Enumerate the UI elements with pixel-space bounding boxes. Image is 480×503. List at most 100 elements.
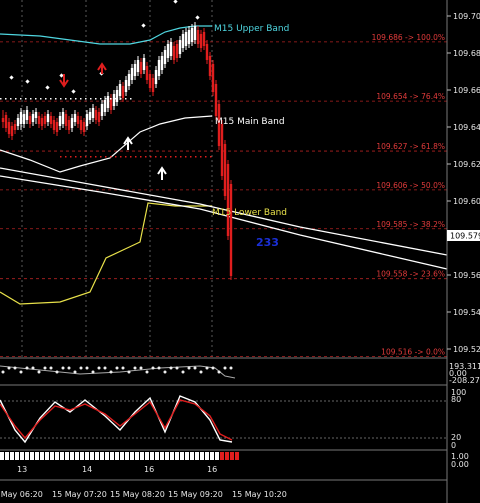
- dot-marker: [35, 98, 37, 100]
- session-cell: [130, 452, 134, 460]
- candlesticks: [1, 22, 233, 280]
- dot-marker: [90, 156, 92, 158]
- candle-body: [127, 74, 131, 86]
- fib-label: 109.558 -> 23.6%: [376, 270, 445, 279]
- dot-marker: [125, 156, 127, 158]
- session-cell-active: [235, 452, 239, 460]
- candle-body: [193, 26, 197, 40]
- session-cell: [45, 452, 49, 460]
- candle-body: [130, 68, 134, 80]
- time-label-4: 15 May 09:20: [168, 490, 223, 499]
- session-cell: [0, 452, 4, 460]
- candle-body: [106, 96, 110, 108]
- osc1-dot: [187, 366, 191, 370]
- candle-body: [58, 116, 62, 126]
- session-cell: [95, 452, 99, 460]
- session-bar: [0, 452, 239, 460]
- candle-body: [121, 86, 125, 98]
- dot-marker: [30, 98, 32, 100]
- dot-marker: [85, 156, 87, 158]
- candle-body: [103, 100, 107, 112]
- osc1-dot: [121, 366, 125, 370]
- dot-marker: [100, 98, 102, 100]
- osc2-scale-20: 20: [451, 433, 461, 442]
- price-tick-label: 109.520: [453, 345, 480, 354]
- osc1-dot: [199, 370, 203, 374]
- candle-body: [16, 118, 20, 126]
- dot-marker: [210, 156, 212, 158]
- candle-body: [145, 66, 149, 80]
- current-price-label: 109.579: [450, 232, 480, 241]
- osc1-dot: [7, 366, 11, 370]
- candle-body: [223, 144, 227, 196]
- lower-band-line: [0, 202, 212, 305]
- dot-marker: [125, 98, 127, 100]
- dot-marker: [150, 156, 152, 158]
- dot-marker: [130, 156, 132, 158]
- price-axis[interactable]: 109.700 109.680 109.660 109.640 109.620 109.6…: [447, 12, 480, 354]
- tick-counter: 233: [256, 236, 279, 249]
- candle-body: [13, 124, 17, 130]
- candle-body: [115, 90, 119, 102]
- candle-body: [133, 64, 137, 76]
- candle-body: [184, 32, 188, 46]
- dot-marker: [140, 156, 142, 158]
- session-cell-active: [220, 452, 224, 460]
- upper-band-line: [0, 25, 212, 45]
- session-cell: [170, 452, 174, 460]
- upper-band-label: M15 Upper Band: [214, 24, 289, 34]
- time-label-3: 15 May 08:20: [110, 490, 165, 499]
- candle-body: [94, 110, 98, 120]
- stoch-main-line: [0, 395, 233, 444]
- osc1-dot: [205, 366, 209, 370]
- dot-marker: [85, 98, 87, 100]
- sell-arrow-icon: [59, 74, 69, 88]
- dot-marker: [195, 156, 197, 158]
- session-cell: [70, 452, 74, 460]
- osc1-dot: [211, 366, 215, 370]
- session-cell: [85, 452, 89, 460]
- candle-body: [148, 74, 152, 88]
- candle-body: [34, 112, 38, 118]
- session-label-3: 16: [144, 465, 154, 474]
- price-tick-label: 109.540: [453, 308, 480, 317]
- candle-body: [76, 116, 80, 124]
- dot-marker: [145, 156, 147, 158]
- candle-body: [136, 60, 140, 72]
- session-cell: [210, 452, 214, 460]
- osc1-dot: [139, 366, 143, 370]
- dot-marker: [130, 98, 132, 100]
- stochastic-panel[interactable]: [0, 395, 447, 444]
- osc1-dot: [157, 366, 161, 370]
- osc1-dot: [115, 366, 119, 370]
- candle-body: [82, 122, 86, 132]
- session-cell: [200, 452, 204, 460]
- osc1-dot: [229, 366, 233, 370]
- session-cell: [175, 452, 179, 460]
- dot-marker: [40, 98, 42, 100]
- session-cell: [50, 452, 54, 460]
- session-cell: [60, 452, 64, 460]
- dot-marker: [80, 156, 82, 158]
- chart-grid: [21, 0, 213, 358]
- osc1-dot: [31, 366, 35, 370]
- osc1-dot: [109, 370, 113, 374]
- candle-body: [118, 84, 122, 96]
- candle-body: [49, 116, 53, 124]
- candle-body: [172, 46, 176, 60]
- oscillator-panel-1[interactable]: [0, 365, 236, 379]
- osc1-dot: [61, 366, 65, 370]
- fib-label: 109.516 -> 0.0%: [381, 347, 445, 356]
- diamond-marker: [25, 79, 30, 84]
- candle-body: [46, 114, 50, 122]
- dot-marker: [190, 156, 192, 158]
- dot-marker: [90, 98, 92, 100]
- candle-body: [166, 44, 170, 58]
- osc1-dot: [145, 370, 149, 374]
- osc1-dot: [67, 366, 71, 370]
- osc1-scale-top: 193.311: [449, 362, 480, 371]
- candle-body: [79, 120, 83, 130]
- session-cell: [180, 452, 184, 460]
- candle-body: [73, 114, 77, 122]
